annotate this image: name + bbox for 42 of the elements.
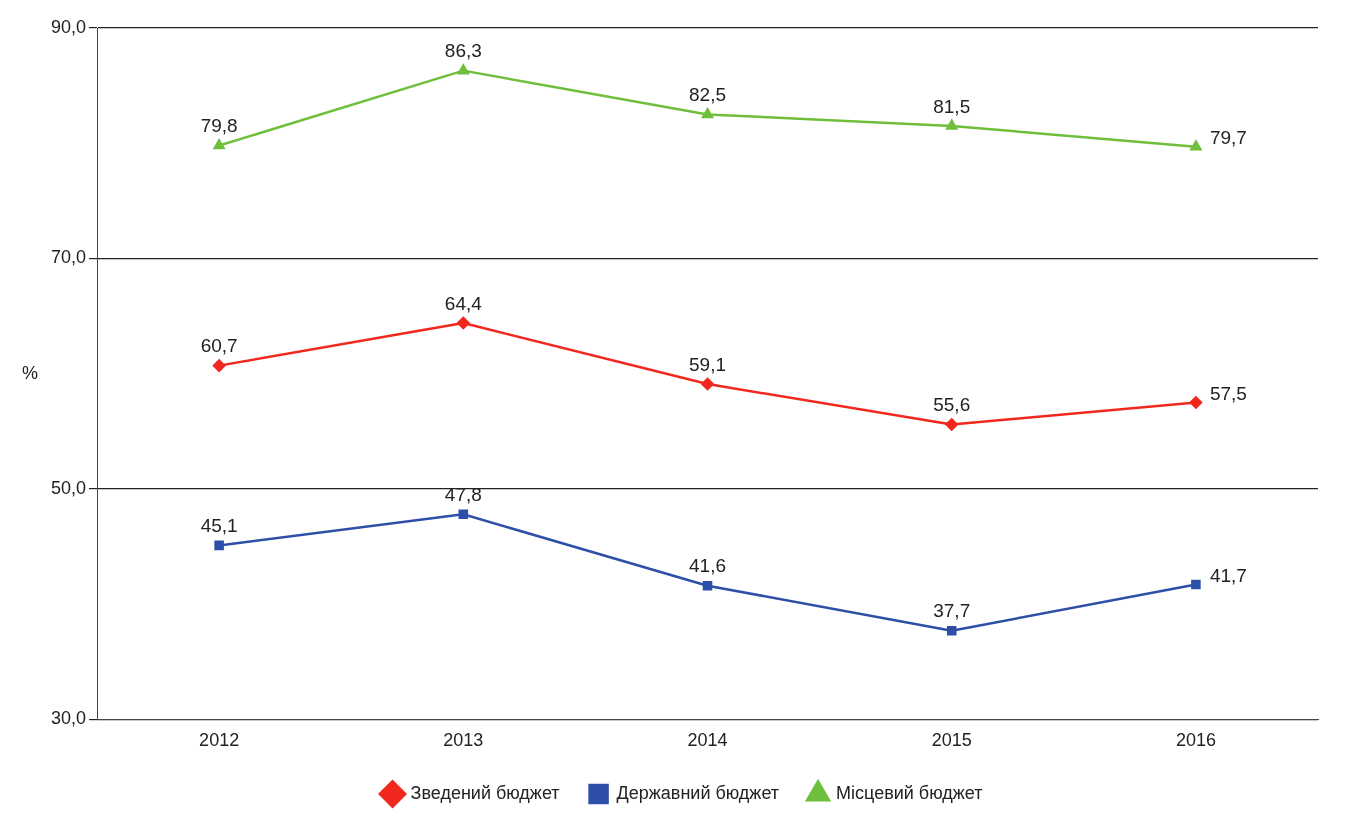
legend-label: Місцевий бюджет xyxy=(836,782,983,803)
legend-label: Державний бюджет xyxy=(616,782,780,803)
point xyxy=(701,377,714,391)
y-tick-label: 90,0 xyxy=(50,16,87,37)
data-label: 41,6 xyxy=(689,555,727,577)
x-tick-label: 2016 xyxy=(1175,730,1216,751)
data-label: 55,6 xyxy=(933,394,971,416)
point xyxy=(214,540,224,551)
x-tick-label: 2012 xyxy=(199,730,240,751)
data-label: 82,5 xyxy=(689,84,727,106)
point xyxy=(458,509,469,520)
data-label: 79,8 xyxy=(200,115,238,137)
y-tick-label: 50,0 xyxy=(50,477,87,498)
y-axis-title: % xyxy=(22,362,39,383)
data-label: 81,5 xyxy=(933,95,971,117)
point xyxy=(946,119,958,130)
point xyxy=(945,418,958,431)
data-label: 41,7 xyxy=(1209,565,1247,587)
data-label: 37,7 xyxy=(933,600,971,622)
point xyxy=(1189,396,1203,409)
point xyxy=(702,580,713,591)
point xyxy=(1191,579,1201,590)
data-label: 60,7 xyxy=(200,335,238,357)
x-tick-label: 2015 xyxy=(931,730,972,751)
x-tick-label: 2013 xyxy=(443,730,484,751)
data-label: 79,7 xyxy=(1209,127,1247,149)
x-tick-label: 2014 xyxy=(687,730,728,751)
y-tick-label: 30,0 xyxy=(50,708,87,729)
data-label: 86,3 xyxy=(444,40,482,62)
point xyxy=(213,139,225,150)
point xyxy=(457,64,469,75)
data-label: 57,5 xyxy=(1209,383,1247,405)
point xyxy=(212,359,226,372)
data-label: 64,4 xyxy=(444,292,483,314)
point xyxy=(946,625,957,636)
data-label: 45,1 xyxy=(200,515,238,537)
data-label: 59,1 xyxy=(689,353,727,375)
point xyxy=(457,316,470,330)
point xyxy=(701,108,714,119)
legend-label: Зведений бюджет xyxy=(410,782,560,803)
y-tick-label: 70,0 xyxy=(50,247,87,268)
point xyxy=(1190,140,1202,151)
